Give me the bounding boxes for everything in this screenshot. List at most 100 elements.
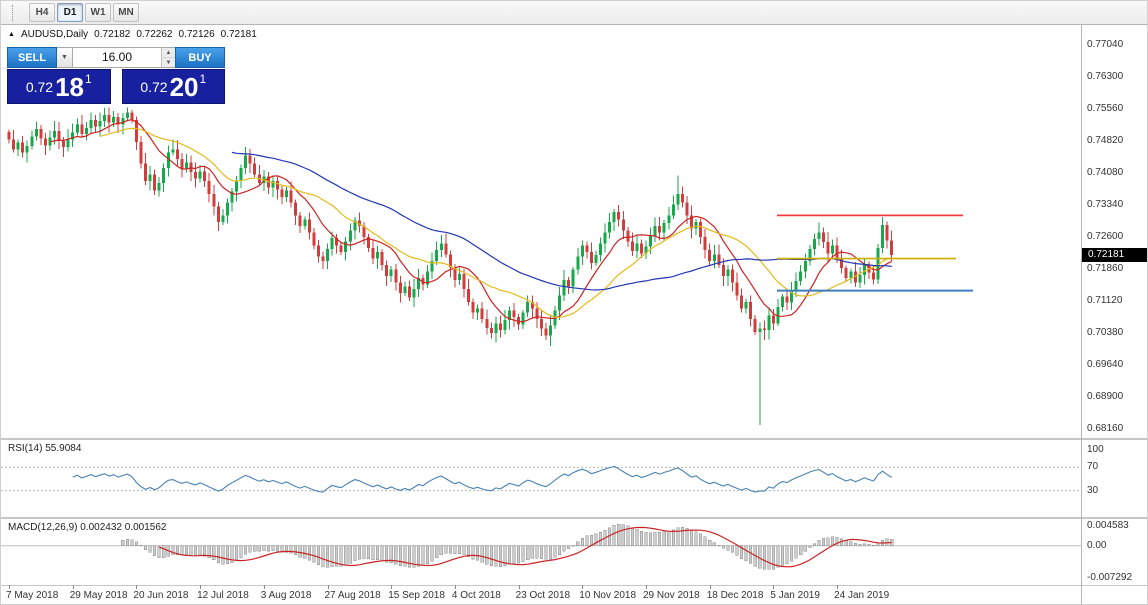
time-axis-label: 23 Oct 2018 bbox=[515, 590, 571, 601]
rsi-axis-label: 70 bbox=[1087, 461, 1099, 472]
buy-price-sup: 1 bbox=[199, 71, 207, 86]
time-axis-tick bbox=[518, 585, 520, 589]
time-axis-tick bbox=[72, 585, 74, 589]
time-axis-tick bbox=[646, 585, 647, 589]
time-axis-tick bbox=[263, 585, 265, 589]
price-axis-label: 0.76300 bbox=[1087, 71, 1124, 82]
rsi-axis-label: 30 bbox=[1087, 485, 1099, 496]
buy-price-button[interactable]: 0.72 20 1 bbox=[121, 69, 225, 104]
buy-price-main: 20 bbox=[169, 71, 199, 102]
time-axis-label: 3 Aug 2018 bbox=[260, 590, 312, 601]
macd-axis-label: 0.00 bbox=[1087, 540, 1107, 551]
macd-axis-label: 0.004583 bbox=[1087, 520, 1129, 531]
toolbar-grip[interactable] bbox=[9, 4, 13, 21]
moving-average-line-0 bbox=[49, 119, 892, 323]
sell-price-button[interactable]: 0.72 18 1 bbox=[7, 69, 111, 104]
time-axis-tick bbox=[454, 585, 456, 589]
timeframe-button-h4[interactable]: H4 bbox=[29, 3, 55, 22]
time-axis-label: 7 May 2018 bbox=[6, 590, 59, 601]
price-axis-label: 0.71120 bbox=[1087, 295, 1123, 306]
time-axis-label: 27 Aug 2018 bbox=[324, 590, 381, 601]
ohlc-low: 0.72126 bbox=[178, 29, 215, 40]
rsi-name: RSI(14) bbox=[8, 443, 43, 454]
volume-dropdown-button[interactable]: ▼ bbox=[57, 47, 73, 68]
panel-divider bbox=[1, 585, 1147, 586]
chart-header: ▲ AUDUSD,Daily 0.72182 0.72262 0.72126 0… bbox=[8, 29, 257, 40]
one-click-trading-panel: SELL ▼ 16.00 ▲ ▼ BUY 0.72 18 1 0.72 20 bbox=[7, 47, 225, 104]
panel-divider[interactable] bbox=[1, 438, 1147, 440]
price-chart-canvas[interactable] bbox=[1, 25, 1081, 438]
symbol-marker-icon: ▲ bbox=[8, 31, 15, 38]
time-axis-label: 29 May 2018 bbox=[69, 590, 128, 601]
trade-controls-row: SELL ▼ 16.00 ▲ ▼ BUY bbox=[7, 47, 225, 68]
macd-axis-label: -0.007292 bbox=[1087, 572, 1133, 583]
time-axis-tick bbox=[9, 585, 10, 589]
time-axis-tick bbox=[200, 585, 202, 589]
time-axis-label: 12 Jul 2018 bbox=[197, 590, 249, 601]
sell-price-main: 18 bbox=[55, 71, 84, 102]
time-axis-label: 29 Nov 2018 bbox=[643, 590, 700, 601]
time-axis-tick bbox=[773, 585, 775, 589]
buy-button[interactable]: BUY bbox=[175, 47, 225, 68]
volume-step-up-button[interactable]: ▲ bbox=[162, 48, 175, 58]
chevron-down-icon: ▼ bbox=[61, 54, 68, 61]
timeframe-button-w1[interactable]: W1 bbox=[85, 3, 111, 22]
macd-panel-label: MACD(12,26,9) 0.002432 0.001562 bbox=[8, 522, 166, 533]
price-axis-label: 0.68160 bbox=[1087, 423, 1124, 434]
symbol-label: AUDUSD,Daily bbox=[20, 29, 89, 40]
time-axis-label: 4 Oct 2018 bbox=[451, 590, 501, 601]
rsi-line bbox=[72, 465, 892, 493]
macd-indicator-canvas[interactable] bbox=[1, 519, 1081, 585]
sell-price-sup: 1 bbox=[84, 71, 92, 86]
timeframe-button-mn[interactable]: MN bbox=[113, 3, 139, 22]
macd-main-value: 0.002432 bbox=[80, 522, 122, 533]
volume-stepper: ▲ ▼ bbox=[161, 48, 175, 67]
panel-divider[interactable] bbox=[1, 517, 1147, 519]
time-axis-label: 15 Sep 2018 bbox=[388, 590, 445, 601]
current-price-badge: 0.72181 bbox=[1082, 248, 1147, 262]
macd-histogram bbox=[121, 523, 894, 570]
time-axis-label: 18 Dec 2018 bbox=[706, 590, 764, 601]
buy-price-base: 0.72 bbox=[140, 78, 168, 95]
macd-name: MACD(12,26,9) bbox=[8, 522, 78, 533]
price-axis-separator bbox=[1081, 25, 1082, 604]
price-axis-label: 0.74820 bbox=[1087, 135, 1124, 146]
rsi-panel-label: RSI(14) 55.9084 bbox=[8, 443, 81, 454]
rsi-indicator-canvas[interactable] bbox=[1, 440, 1081, 517]
time-axis-tick bbox=[327, 585, 329, 589]
time-axis-label: 10 Nov 2018 bbox=[579, 590, 637, 601]
macd-signal-value: 0.001562 bbox=[124, 522, 167, 533]
price-axis-label: 0.71860 bbox=[1087, 263, 1124, 274]
time-axis-label: 20 Jun 2018 bbox=[133, 590, 189, 601]
sell-button[interactable]: SELL bbox=[7, 47, 57, 68]
rsi-value: 55.9084 bbox=[45, 443, 82, 454]
timeframe-toolbar: H4 D1 W1 MN bbox=[1, 1, 1147, 25]
ohlc-high: 0.72262 bbox=[136, 29, 173, 40]
price-axis-label: 0.70380 bbox=[1087, 327, 1124, 338]
time-axis-tick bbox=[391, 585, 393, 589]
time-axis-label: 24 Jan 2019 bbox=[834, 590, 890, 601]
time-axis-label: 5 Jan 2019 bbox=[770, 590, 820, 601]
volume-step-down-button[interactable]: ▼ bbox=[162, 58, 175, 67]
price-axis-label: 0.75560 bbox=[1087, 103, 1124, 114]
time-axis-tick bbox=[136, 585, 138, 589]
price-axis-label: 0.69640 bbox=[1087, 359, 1124, 370]
macd-signal-line bbox=[158, 526, 892, 568]
price-axis-label: 0.74080 bbox=[1087, 167, 1124, 178]
price-axis-label: 0.68900 bbox=[1087, 391, 1124, 402]
time-axis-tick bbox=[709, 585, 711, 589]
sell-price-base: 0.72 bbox=[25, 78, 54, 95]
moving-average-line-2 bbox=[231, 151, 892, 291]
ohlc-close: 0.72181 bbox=[220, 29, 257, 40]
price-axis-label: 0.73340 bbox=[1087, 199, 1124, 210]
ohlc-open: 0.72182 bbox=[94, 29, 131, 40]
price-axis-label: 0.77040 bbox=[1087, 39, 1124, 50]
time-axis-tick bbox=[837, 585, 839, 589]
timeframe-button-d1[interactable]: D1 bbox=[57, 3, 83, 22]
volume-input[interactable]: 16.00 ▲ ▼ bbox=[73, 47, 175, 68]
time-axis-tick bbox=[582, 585, 584, 589]
price-axis-label: 0.72600 bbox=[1087, 231, 1124, 242]
rsi-axis-label: 100 bbox=[1087, 444, 1104, 455]
volume-value[interactable]: 16.00 bbox=[101, 50, 133, 64]
